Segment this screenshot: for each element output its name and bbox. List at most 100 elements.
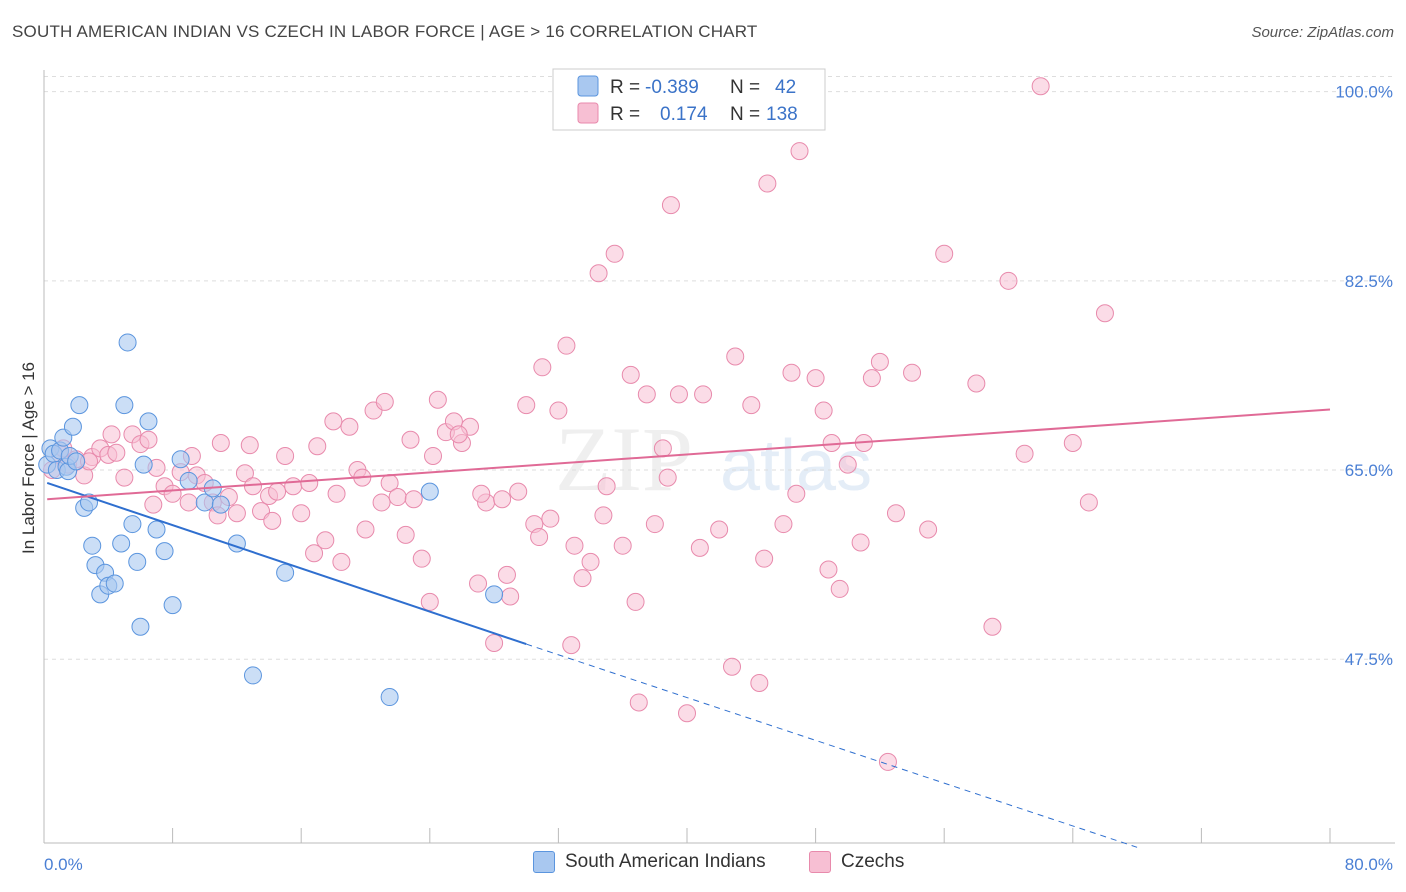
- legend-item-czechs: Czechs: [809, 851, 904, 873]
- south-american-indians-point: [70, 396, 89, 415]
- czechs-point: [115, 468, 134, 487]
- czechs-point: [919, 520, 938, 539]
- czechs-point: [332, 552, 351, 571]
- czechs-point: [501, 587, 520, 606]
- south-american-indians-point: [380, 688, 399, 707]
- czechs-point: [1031, 77, 1050, 96]
- czechs-point: [653, 439, 672, 458]
- czechs-point: [1079, 493, 1098, 512]
- czechs-point: [388, 488, 407, 507]
- south-american-indians-point: [128, 552, 147, 571]
- y-tick-label: 65.0%: [1345, 461, 1393, 480]
- legend-r-label-blue: R =: [610, 77, 640, 98]
- czechs-point: [723, 657, 742, 676]
- czechs-point: [819, 560, 838, 579]
- south-american-indians-point: [105, 574, 124, 593]
- czechs-point: [485, 633, 504, 652]
- czechs-point: [375, 392, 394, 411]
- czechs-point: [424, 446, 443, 465]
- czechs-point: [690, 538, 709, 557]
- czechs-point: [356, 520, 375, 539]
- legend-n-label-pink: N =: [730, 104, 760, 125]
- watermark: ZIP atlas: [555, 408, 872, 510]
- czechs-point: [862, 369, 881, 388]
- czechs-point: [758, 174, 777, 193]
- legend-swatch-blue: [577, 75, 599, 97]
- legend-swatch-pink: [577, 102, 599, 124]
- czechs-point: [742, 396, 761, 415]
- south-american-indians-point: [67, 452, 86, 471]
- legend-n-value-blue: 42: [775, 77, 796, 98]
- czechs-point: [870, 352, 889, 371]
- czechs-point: [372, 493, 391, 512]
- czechs-point: [594, 506, 613, 525]
- czechs-point: [645, 515, 664, 534]
- south-american-indians-point: [243, 666, 262, 685]
- czechs-point: [227, 504, 246, 523]
- czechs-point: [886, 504, 905, 523]
- y-tick-label: 82.5%: [1345, 272, 1393, 291]
- czechs-point: [637, 385, 656, 404]
- czechs-point: [935, 244, 954, 263]
- bottom-legend: South American Indians Czechs: [0, 851, 1406, 881]
- czechs-point: [533, 358, 552, 377]
- south-american-indians-point: [83, 536, 102, 555]
- czechs-point: [750, 673, 769, 692]
- czechs-point: [263, 511, 282, 530]
- legend-label-czechs: Czechs: [841, 851, 905, 872]
- south-american-indians-point: [134, 455, 153, 474]
- south-american-indians-point: [276, 563, 295, 582]
- czechs-point: [324, 412, 343, 431]
- czechs-point: [107, 443, 126, 462]
- czechs-point: [292, 504, 311, 523]
- czechs-point: [541, 509, 560, 528]
- czechs-point: [726, 347, 745, 366]
- czechs-point: [327, 484, 346, 503]
- czechs-point: [967, 374, 986, 393]
- legend-r-value-blue: -0.389: [645, 77, 699, 98]
- czechs-point: [240, 436, 259, 455]
- south-american-indians-point: [123, 515, 142, 534]
- legend-n-label-blue: N =: [730, 77, 760, 98]
- south-american-indians-point: [112, 534, 131, 553]
- south-american-indians-point: [131, 617, 150, 636]
- chart-title: SOUTH AMERICAN INDIAN VS CZECH IN LABOR …: [12, 22, 758, 41]
- legend-n-value-pink: 138: [766, 104, 798, 125]
- south-american-indians-point: [211, 495, 230, 514]
- czechs-point: [814, 401, 833, 420]
- south-american-indians-point: [485, 585, 504, 604]
- czechs-point: [144, 495, 163, 514]
- czechs-point: [581, 552, 600, 571]
- czechs-point: [782, 363, 801, 382]
- south-american-indians-point: [139, 412, 158, 431]
- czechs-point: [669, 385, 688, 404]
- czechs-point: [340, 417, 359, 436]
- czechs-point: [102, 425, 121, 444]
- source-credit: Source: ZipAtlas.com: [1251, 24, 1394, 41]
- czechs-point: [830, 579, 849, 598]
- grid: [44, 75, 1395, 660]
- czechs-trend-line: [47, 408, 1331, 501]
- czechs-point: [517, 396, 536, 415]
- czechs-point: [806, 369, 825, 388]
- legend-label-south-american-indians: South American Indians: [565, 851, 766, 872]
- czechs-point: [163, 484, 182, 503]
- south-american-indians-point: [420, 482, 439, 501]
- czechs-point: [658, 468, 677, 487]
- south-american-indians-trend-extension: [526, 643, 1138, 848]
- czechs-point: [268, 482, 287, 501]
- czechs-point: [573, 569, 592, 588]
- south-american-indians-point: [155, 542, 174, 561]
- y-tick-label: 47.5%: [1345, 650, 1393, 669]
- trend-lines: [46, 408, 1331, 848]
- czechs-point: [509, 482, 528, 501]
- czechs-point: [774, 515, 793, 534]
- czechs-point: [493, 490, 512, 509]
- south-american-indians-trend-line: [46, 482, 527, 646]
- czechs-point: [412, 549, 431, 568]
- czechs-point: [284, 477, 303, 496]
- south-american-indians-point: [118, 333, 137, 352]
- czechs-point: [1015, 444, 1034, 463]
- czechs-point: [589, 264, 608, 283]
- czechs-point: [396, 525, 415, 544]
